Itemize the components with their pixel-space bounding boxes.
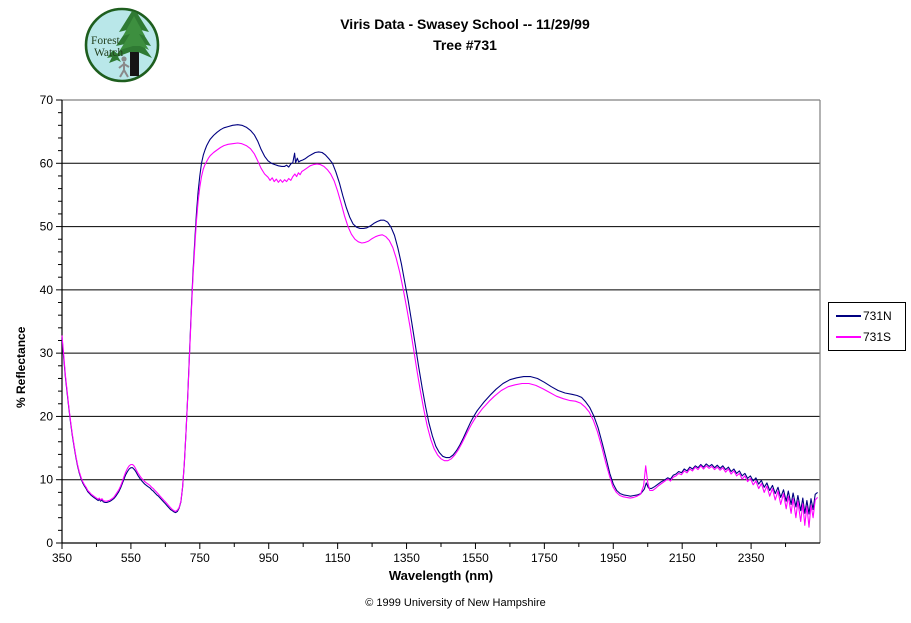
chart-title-line1: Viris Data - Swasey School -- 11/29/99: [340, 16, 590, 32]
x-tick-label: 550: [121, 551, 141, 565]
legend-label-731N: 731N: [863, 309, 892, 323]
x-tick-label: 1950: [600, 551, 627, 565]
series-731N-line: [61, 124, 818, 515]
logo-tree-art: [107, 9, 152, 78]
legend-line-731N-icon: [836, 315, 861, 317]
y-tick-label: 50: [40, 220, 54, 234]
legend-item-731N: 731N: [829, 307, 905, 325]
legend: 731N 731S: [828, 302, 906, 351]
copyright-footer: © 1999 University of New Hampshire: [365, 597, 546, 609]
x-tick-label: 1750: [531, 551, 558, 565]
y-tick-label: 60: [40, 156, 54, 170]
x-tick-label: 2350: [738, 551, 765, 565]
y-axis-title: % Reflectance: [14, 326, 28, 408]
legend-label-731S: 731S: [863, 330, 892, 344]
y-tick-label: 10: [40, 473, 54, 487]
series-731S-line: [61, 142, 819, 528]
forest-watch-logo: Forest Watch: [84, 7, 160, 83]
logo-text-watch: Watch: [94, 47, 123, 59]
legend-item-731S: 731S: [829, 328, 905, 346]
chart-title: Viris Data - Swasey School -- 11/29/99 T…: [0, 14, 911, 56]
x-axis-title: Wavelength (nm): [388, 568, 494, 583]
legend-line-731S-icon: [836, 336, 861, 338]
y-tick-label: 70: [40, 93, 54, 107]
logo-text-forest: Forest: [91, 35, 121, 47]
x-tick-label: 350: [52, 551, 72, 565]
x-tick-label: 750: [190, 551, 210, 565]
y-tick-label: 0: [46, 536, 53, 550]
y-tick-label: 40: [40, 283, 54, 297]
x-tick-label: 1550: [462, 551, 489, 565]
x-tick-label: 1150: [325, 551, 351, 565]
x-tick-label: 2150: [669, 551, 696, 565]
y-tick-label: 30: [40, 346, 54, 360]
x-tick-label: 1350: [393, 551, 420, 565]
chart-title-line2: Tree #731: [433, 37, 497, 53]
x-tick-label: 950: [259, 551, 279, 565]
y-tick-label: 20: [40, 409, 54, 423]
